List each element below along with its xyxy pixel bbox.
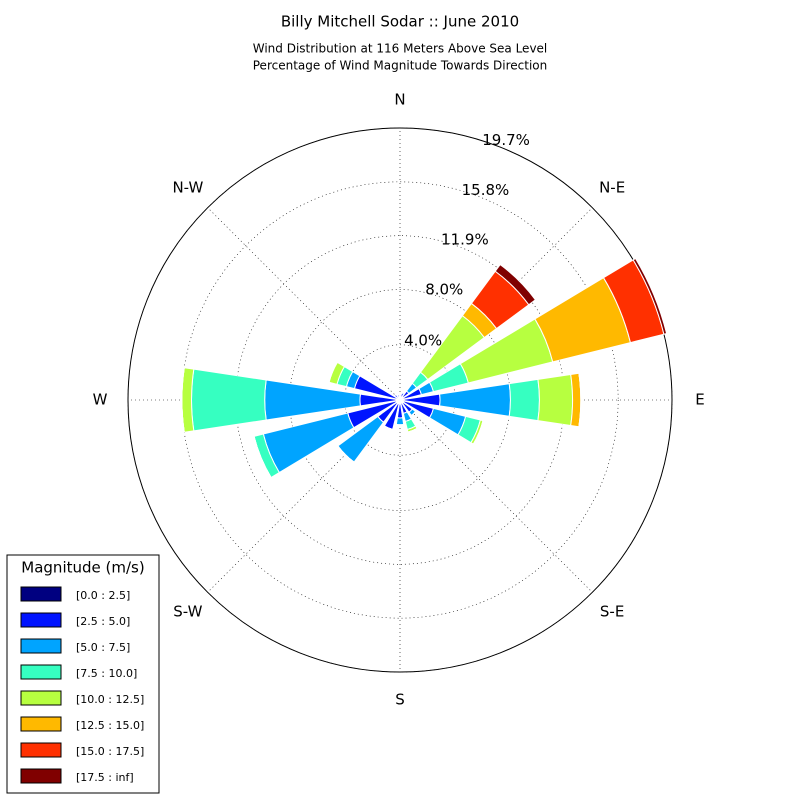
chart-title: Billy Mitchell Sodar :: June 2010 bbox=[281, 13, 519, 31]
legend-title: Magnitude (m/s) bbox=[21, 559, 144, 577]
chart-subtitle: Percentage of Wind Magnitude Towards Dir… bbox=[253, 59, 547, 73]
angle-label: S bbox=[395, 691, 405, 709]
wedge bbox=[494, 263, 537, 306]
angle-label: S-W bbox=[173, 603, 202, 621]
angle-grid bbox=[207, 399, 401, 593]
legend-label: [2.5 : 5.0] bbox=[76, 615, 130, 628]
legend-swatch bbox=[20, 742, 62, 758]
legend-label: [0.0 : 2.5] bbox=[76, 589, 130, 602]
wedge bbox=[632, 257, 668, 335]
radial-tick-label: 11.9% bbox=[441, 231, 489, 249]
wedge bbox=[384, 425, 393, 430]
radial-tick-label: 15.8% bbox=[462, 181, 510, 199]
wedge bbox=[508, 378, 540, 422]
legend-label: [5.0 : 7.5] bbox=[76, 641, 130, 654]
angle-label: S-E bbox=[600, 603, 624, 621]
angle-label: W bbox=[93, 391, 108, 409]
legend-label: [15.0 : 17.5] bbox=[76, 745, 144, 758]
legend-label: [10.0 : 12.5] bbox=[76, 693, 144, 706]
angle-grid bbox=[399, 399, 593, 593]
radial-tick-label: 4.0% bbox=[404, 331, 442, 349]
legend-swatch bbox=[20, 664, 62, 680]
angle-label: E bbox=[695, 391, 704, 409]
polar-frame bbox=[127, 127, 673, 673]
legend-label: [17.5 : inf] bbox=[76, 771, 134, 784]
wedge bbox=[337, 445, 355, 463]
wedge bbox=[395, 417, 405, 426]
angle-label: N-E bbox=[599, 178, 625, 196]
legend-swatch bbox=[20, 612, 62, 628]
legend-label: [7.5 : 10.0] bbox=[76, 667, 137, 680]
legend-label: [12.5 : 15.0] bbox=[76, 719, 144, 732]
legend-swatch bbox=[20, 690, 62, 706]
chart-subtitle: Wind Distribution at 116 Meters Above Se… bbox=[253, 42, 548, 56]
angle-grid bbox=[207, 207, 401, 401]
radial-tick-label: 8.0% bbox=[425, 280, 463, 298]
legend-swatch bbox=[20, 638, 62, 654]
radial-tick-label: 19.7% bbox=[482, 131, 530, 149]
wedge bbox=[537, 373, 574, 427]
grid-circle bbox=[181, 181, 619, 619]
angle-label: N bbox=[394, 91, 405, 109]
wedge bbox=[262, 412, 355, 474]
angle-label: N-W bbox=[172, 178, 203, 196]
wedge bbox=[439, 383, 511, 417]
legend-swatch bbox=[20, 768, 62, 784]
legend-swatch bbox=[20, 586, 62, 602]
wedge bbox=[396, 394, 399, 396]
wedge bbox=[191, 368, 267, 432]
wedge bbox=[570, 372, 582, 428]
legend-swatch bbox=[20, 716, 62, 732]
wedge bbox=[472, 420, 484, 445]
